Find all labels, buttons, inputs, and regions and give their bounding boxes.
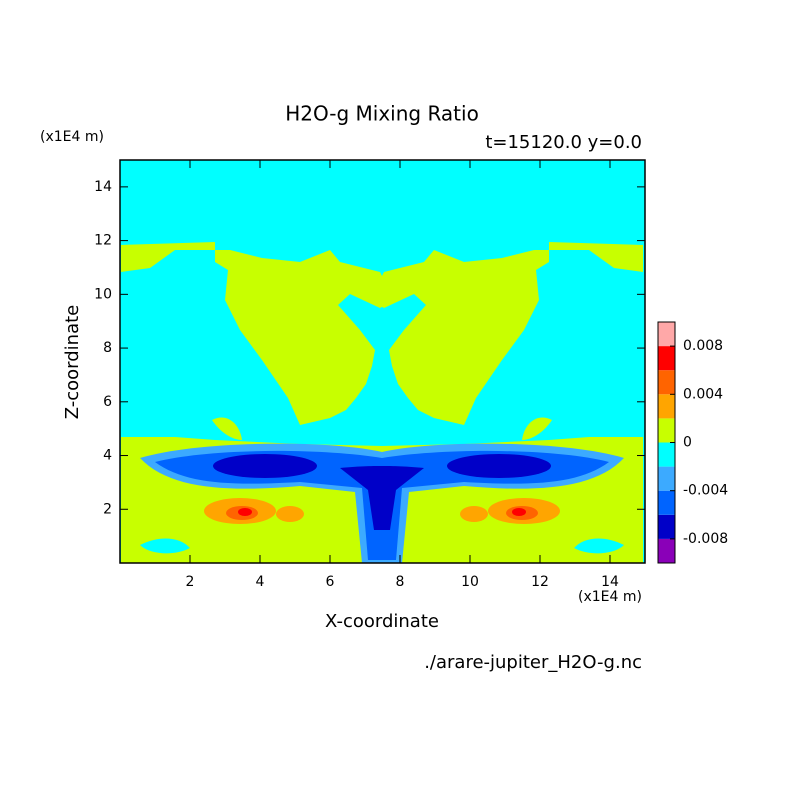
contour-field [120, 160, 645, 563]
contour-region [574, 538, 624, 554]
y-axis-label: Z-coordinate [62, 305, 83, 420]
contour-region [140, 538, 190, 554]
colorbar-swatch [658, 514, 675, 539]
x-tick-label: 10 [461, 574, 479, 590]
x-tick-label: 14 [601, 574, 619, 590]
colorbar-swatch [658, 490, 675, 515]
y-tick-label: 14 [94, 179, 112, 195]
x-unit: (x1E4 m) [578, 589, 642, 605]
colorbar-swatch [658, 538, 675, 563]
contour-region [276, 506, 304, 522]
y-tick-label: 6 [103, 394, 112, 410]
colorbar-swatch [658, 418, 675, 443]
source-file: ./arare-jupiter_H2O-g.nc [424, 652, 642, 673]
colorbar-swatch [658, 370, 675, 395]
colorbar-tick-label: 0.004 [683, 386, 723, 402]
chart-subtitle: t=15120.0 y=0.0 [485, 132, 642, 153]
plot-frame [119, 159, 646, 564]
chart-title: H2O-g Mixing Ratio [285, 102, 479, 126]
colorbar-tick-label: -0.004 [683, 483, 728, 499]
y-tick-label: 2 [103, 501, 112, 517]
x-axis-label: X-coordinate [325, 611, 439, 632]
y-tick-label: 4 [103, 448, 112, 464]
contour-region [460, 506, 488, 522]
x-tick-label: 12 [531, 574, 549, 590]
contour-region [238, 508, 252, 516]
colorbar-swatch [658, 442, 675, 467]
contour-region [447, 454, 551, 478]
contour-region [512, 508, 526, 516]
contour-region [382, 466, 424, 530]
x-tick-label: 4 [256, 574, 265, 590]
contour-region [155, 450, 382, 560]
y-unit: (x1E4 m) [40, 129, 104, 145]
y-tick-label: 8 [103, 340, 112, 356]
colorbar-tick-label: -0.008 [683, 531, 728, 547]
colorbar-swatch [658, 322, 675, 347]
axes: 2 4 6 8 10 12 14 2 4 6 8 10 12 14 [94, 159, 646, 590]
x-tick-label: 2 [186, 574, 195, 590]
contour-region [522, 417, 552, 440]
contour-region [370, 242, 643, 425]
right-half [370, 242, 643, 563]
contour-region [121, 242, 394, 425]
colorbar-swatch [658, 346, 675, 371]
x-tick-label: 6 [326, 574, 335, 590]
contour-region [382, 450, 609, 560]
contour-region [213, 454, 317, 478]
contour-region [212, 417, 242, 440]
contour-region [340, 466, 382, 530]
left-half [121, 242, 394, 563]
colorbar-tick-label: 0 [683, 435, 692, 451]
y-tick-label: 12 [94, 233, 112, 249]
colorbar-swatch [658, 466, 675, 491]
y-tick-label: 10 [94, 286, 112, 302]
x-tick-label: 8 [396, 574, 405, 590]
colorbar-swatch [658, 394, 675, 419]
colorbar-tick-label: 0.008 [683, 338, 723, 354]
